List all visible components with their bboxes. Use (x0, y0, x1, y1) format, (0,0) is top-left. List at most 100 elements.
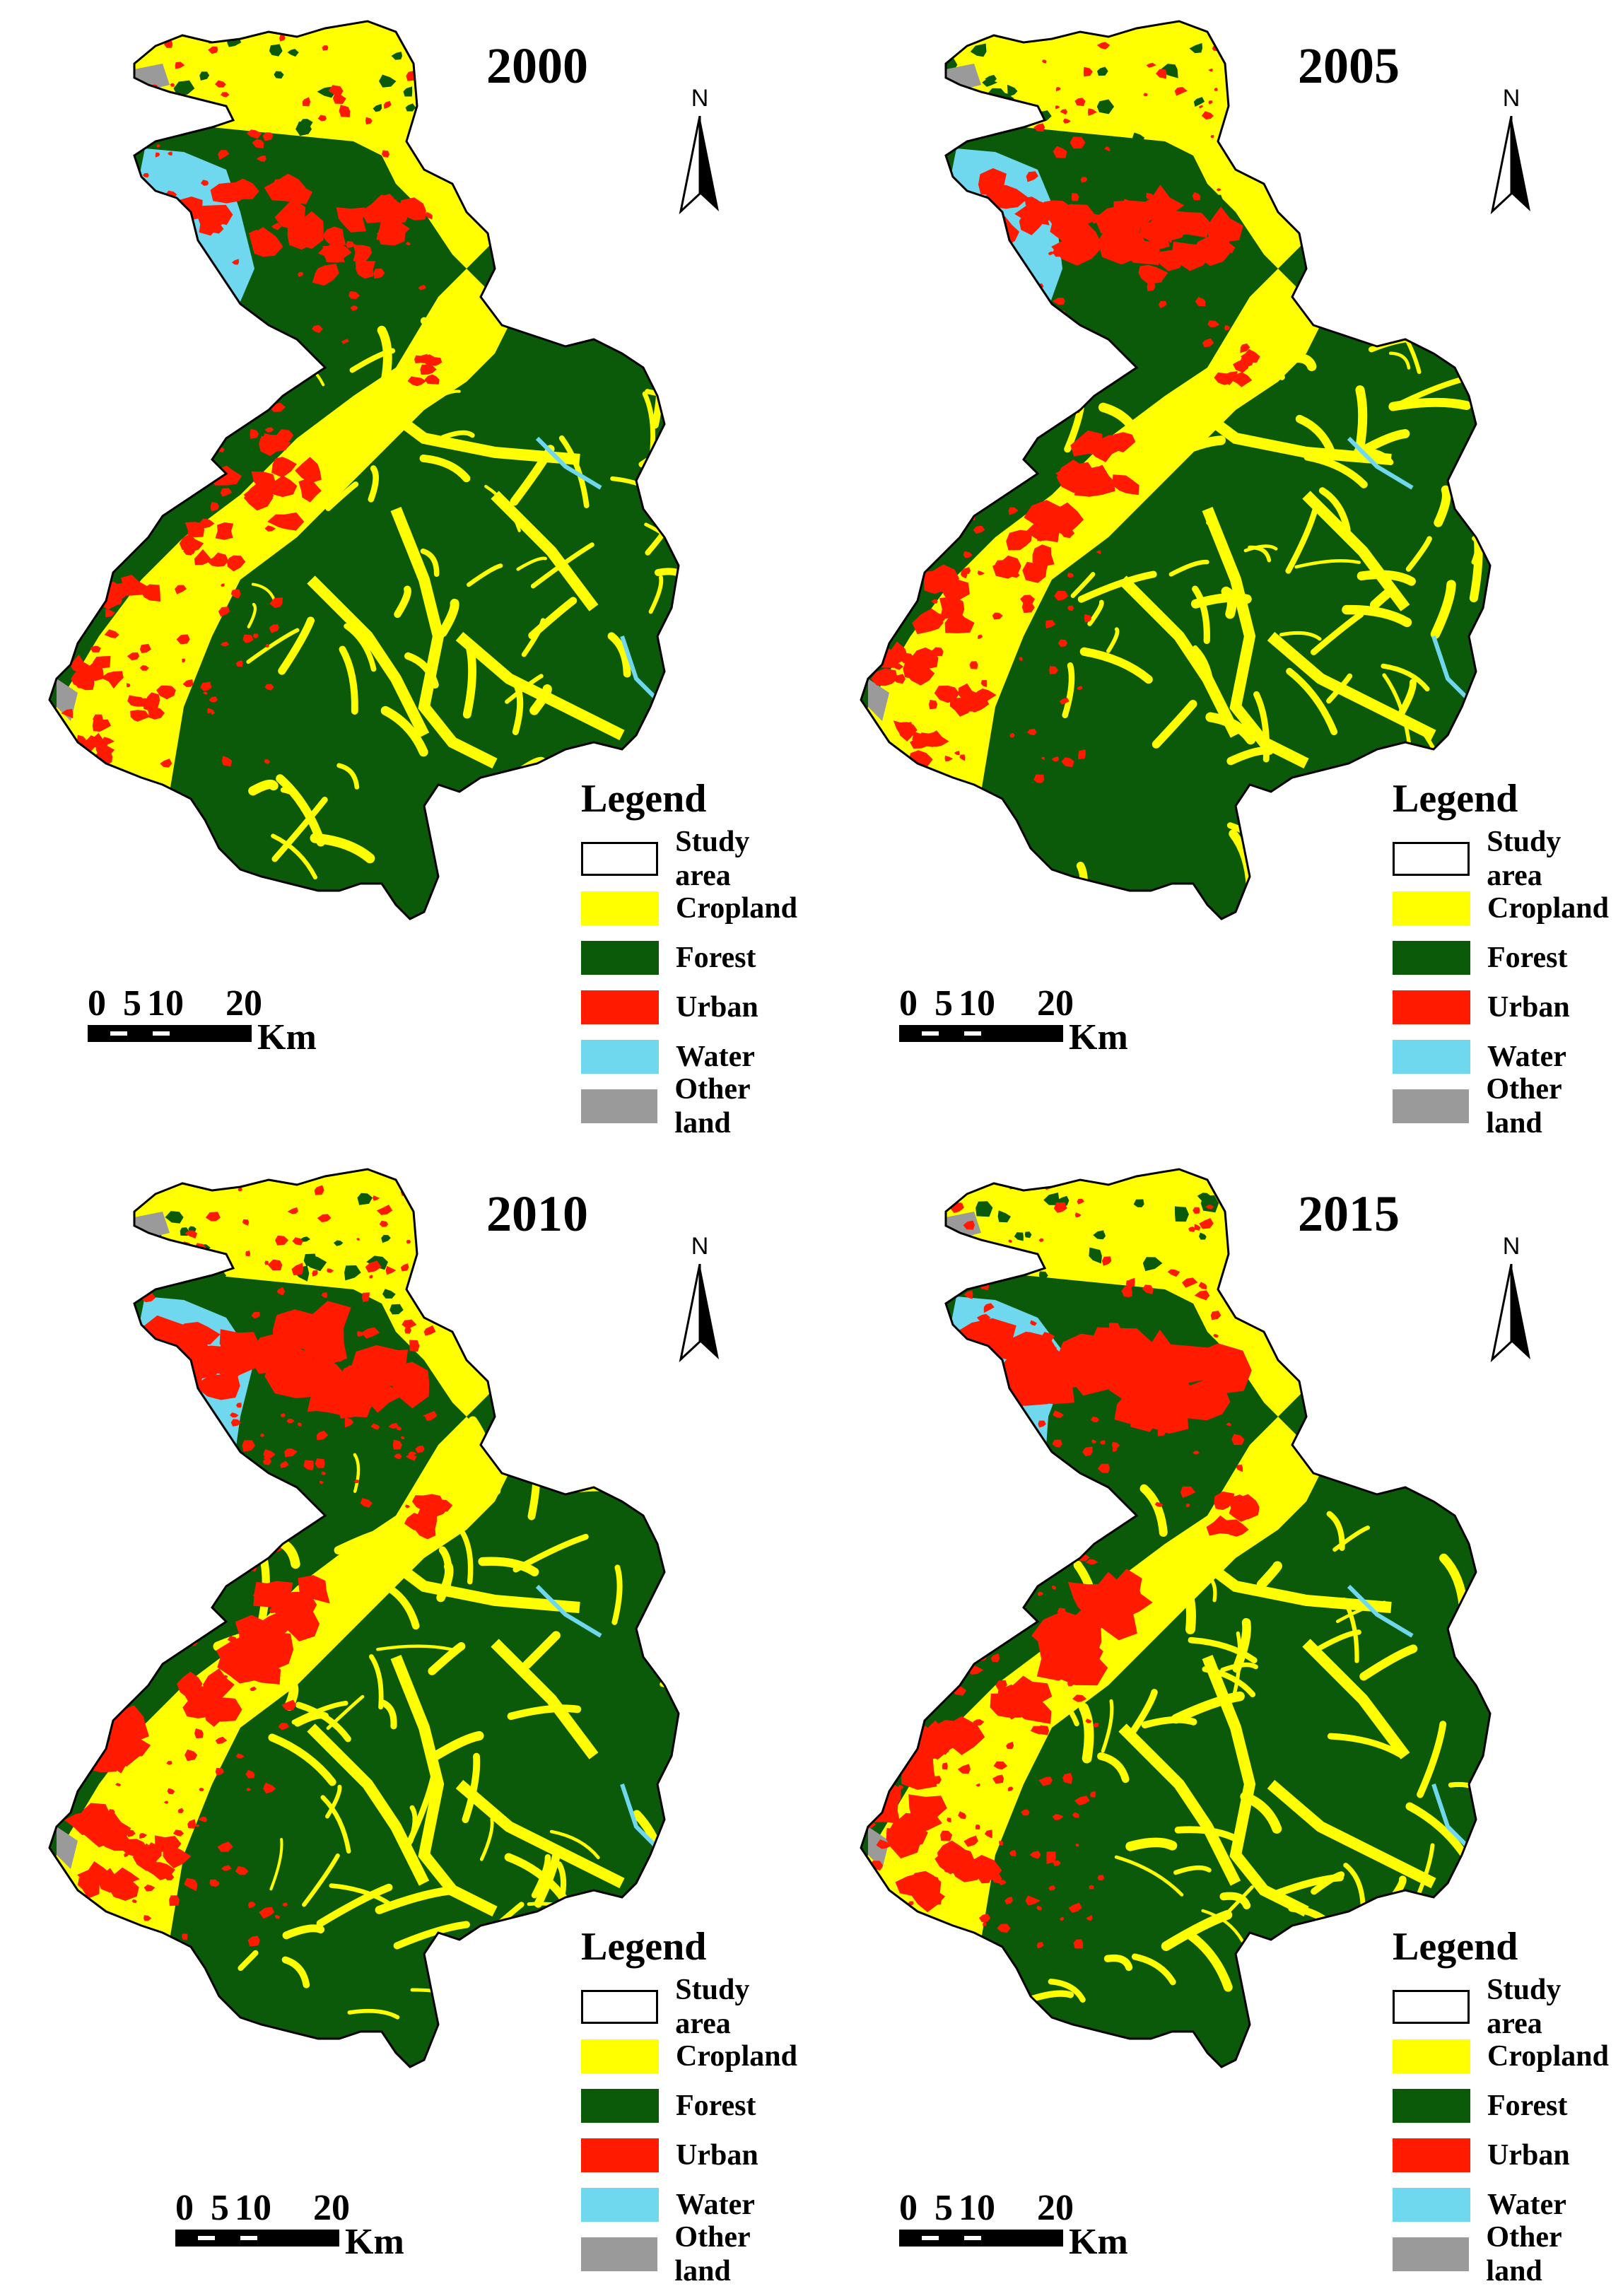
legend-swatch (1393, 2138, 1470, 2172)
legend-swatch (581, 2237, 658, 2271)
map-year-title: 2010 (486, 1185, 588, 1242)
legend-swatch (1393, 2039, 1470, 2073)
north-label: N (1502, 1233, 1521, 1260)
study-area-outline (860, 20, 1492, 920)
scale-tick-0: 0 (899, 983, 918, 1024)
north-arrow-icon (1490, 116, 1530, 215)
legend-label: Forest (676, 2090, 756, 2122)
legend-label: Urban (1487, 2139, 1570, 2172)
legend-title: Legend (581, 1925, 707, 1969)
legend-item-forest: Forest (581, 2081, 812, 2131)
legend-item-other-land: Other land (1393, 2221, 1623, 2288)
scale-bar-graphic (175, 2230, 339, 2247)
scale-bar: 0 5 10 20 Km (175, 2187, 404, 2262)
north-arrow-icon (679, 116, 719, 215)
legend-label: Forest (1487, 942, 1568, 974)
legend-item-study-area: Study area (581, 826, 812, 892)
legend-label: Urban (1487, 991, 1570, 1024)
legend-swatch (581, 1040, 659, 1074)
legend-label: Other land (674, 2221, 750, 2288)
north-arrow: N (1480, 1233, 1543, 1363)
scale-tick-10: 10 (959, 983, 995, 1024)
legend-swatch (581, 2089, 659, 2123)
scale-tick-20: 20 (1037, 2188, 1074, 2228)
legend-item-forest: Forest (581, 933, 812, 983)
legend-item-water: Water (1393, 2180, 1623, 2230)
scale-tick-0: 0 (899, 2188, 918, 2228)
scale-bar-graphic (88, 1025, 252, 1042)
scale-bar: 0 5 10 20 Km (899, 983, 1128, 1058)
legend-label: Water (676, 2189, 755, 2221)
scale-tick-10: 10 (147, 983, 184, 1024)
legend-label: Study area (1487, 1974, 1562, 2040)
legend-swatch (581, 891, 659, 925)
legend-title: Legend (1393, 1925, 1518, 1969)
legend-label: Forest (1487, 2090, 1568, 2122)
legend-item-study-area: Study area (581, 1974, 812, 2040)
scale-tick-10: 10 (235, 2188, 271, 2228)
legend-swatch (1393, 2188, 1470, 2222)
legend-label: Study area (675, 1974, 750, 2040)
legend-label: Other land (1486, 1073, 1562, 1140)
legend-swatch (581, 2039, 659, 2073)
legend-label: Cropland (1487, 892, 1609, 925)
legend-swatch (581, 941, 659, 975)
legend-item-cropland: Cropland (1393, 884, 1623, 933)
map-year-title: 2005 (1298, 37, 1400, 94)
map-year-title: 2000 (486, 37, 588, 94)
legend-item-water: Water (581, 1032, 812, 1082)
legend-swatch (1393, 842, 1470, 876)
scale-tick-10: 10 (959, 2188, 995, 2228)
scale-tick-5: 5 (934, 983, 953, 1024)
legend-title: Legend (1393, 777, 1518, 821)
north-arrow: N (1480, 85, 1543, 215)
scale-tick-5: 5 (934, 2188, 953, 2228)
legend-item-study-area: Study area (1393, 1974, 1623, 2040)
scale-unit: Km (1069, 1017, 1128, 1058)
legend-label: Cropland (676, 892, 797, 925)
legend: Legend Study area Cropland Forest Urban Wate… (1393, 776, 1623, 1140)
north-arrow: N (668, 85, 732, 215)
land-use-map (48, 1168, 680, 2068)
legend-label: Water (1487, 2189, 1566, 2221)
legend-item-other-land: Other land (581, 1073, 812, 1140)
legend-item-cropland: Cropland (581, 884, 812, 933)
legend-swatch (581, 990, 659, 1024)
land-use-map (48, 20, 680, 920)
legend-item-water: Water (581, 2180, 812, 2230)
scale-tick-20: 20 (1037, 983, 1074, 1024)
legend-swatch (1393, 2237, 1470, 2271)
legend-label: Urban (676, 991, 758, 1024)
legend-item-urban: Urban (1393, 983, 1623, 1032)
scale-bar-graphic (899, 2230, 1063, 2247)
scale-tick-20: 20 (225, 983, 262, 1024)
legend-item-cropland: Cropland (581, 2032, 812, 2081)
legend-label: Other land (674, 1073, 750, 1140)
legend-item-urban: Urban (581, 2131, 812, 2180)
legend-item-urban: Urban (581, 983, 812, 1032)
north-label: N (691, 1233, 709, 1260)
land-use-map (860, 1168, 1492, 2068)
north-label: N (1502, 85, 1521, 112)
scale-tick-20: 20 (313, 2188, 350, 2228)
legend-swatch (581, 2138, 659, 2172)
map-year-title: 2015 (1298, 1185, 1400, 1242)
legend-swatch (1393, 1990, 1470, 2024)
north-arrow-icon (679, 1264, 719, 1363)
study-area-outline (48, 20, 680, 920)
legend-swatch (1393, 1089, 1470, 1123)
legend-swatch (1393, 1040, 1470, 1074)
legend: Legend Study area Cropland Forest Urban Wate… (1393, 1924, 1623, 2288)
legend-swatch (1393, 2089, 1470, 2123)
land-use-map (860, 20, 1492, 920)
legend-item-forest: Forest (1393, 933, 1623, 983)
legend-label: Cropland (1487, 2040, 1609, 2073)
scale-tick-5: 5 (211, 2188, 229, 2228)
scale-unit: Km (345, 2222, 404, 2262)
scale-bar-graphic (899, 1025, 1063, 1042)
legend-swatch (581, 2188, 659, 2222)
scale-tick-0: 0 (88, 983, 106, 1024)
legend-item-study-area: Study area (1393, 826, 1623, 892)
map-panel-2000: 2000 N Legend Study area Cropland Forest Ur… (0, 0, 812, 1148)
legend-swatch (1393, 941, 1470, 975)
